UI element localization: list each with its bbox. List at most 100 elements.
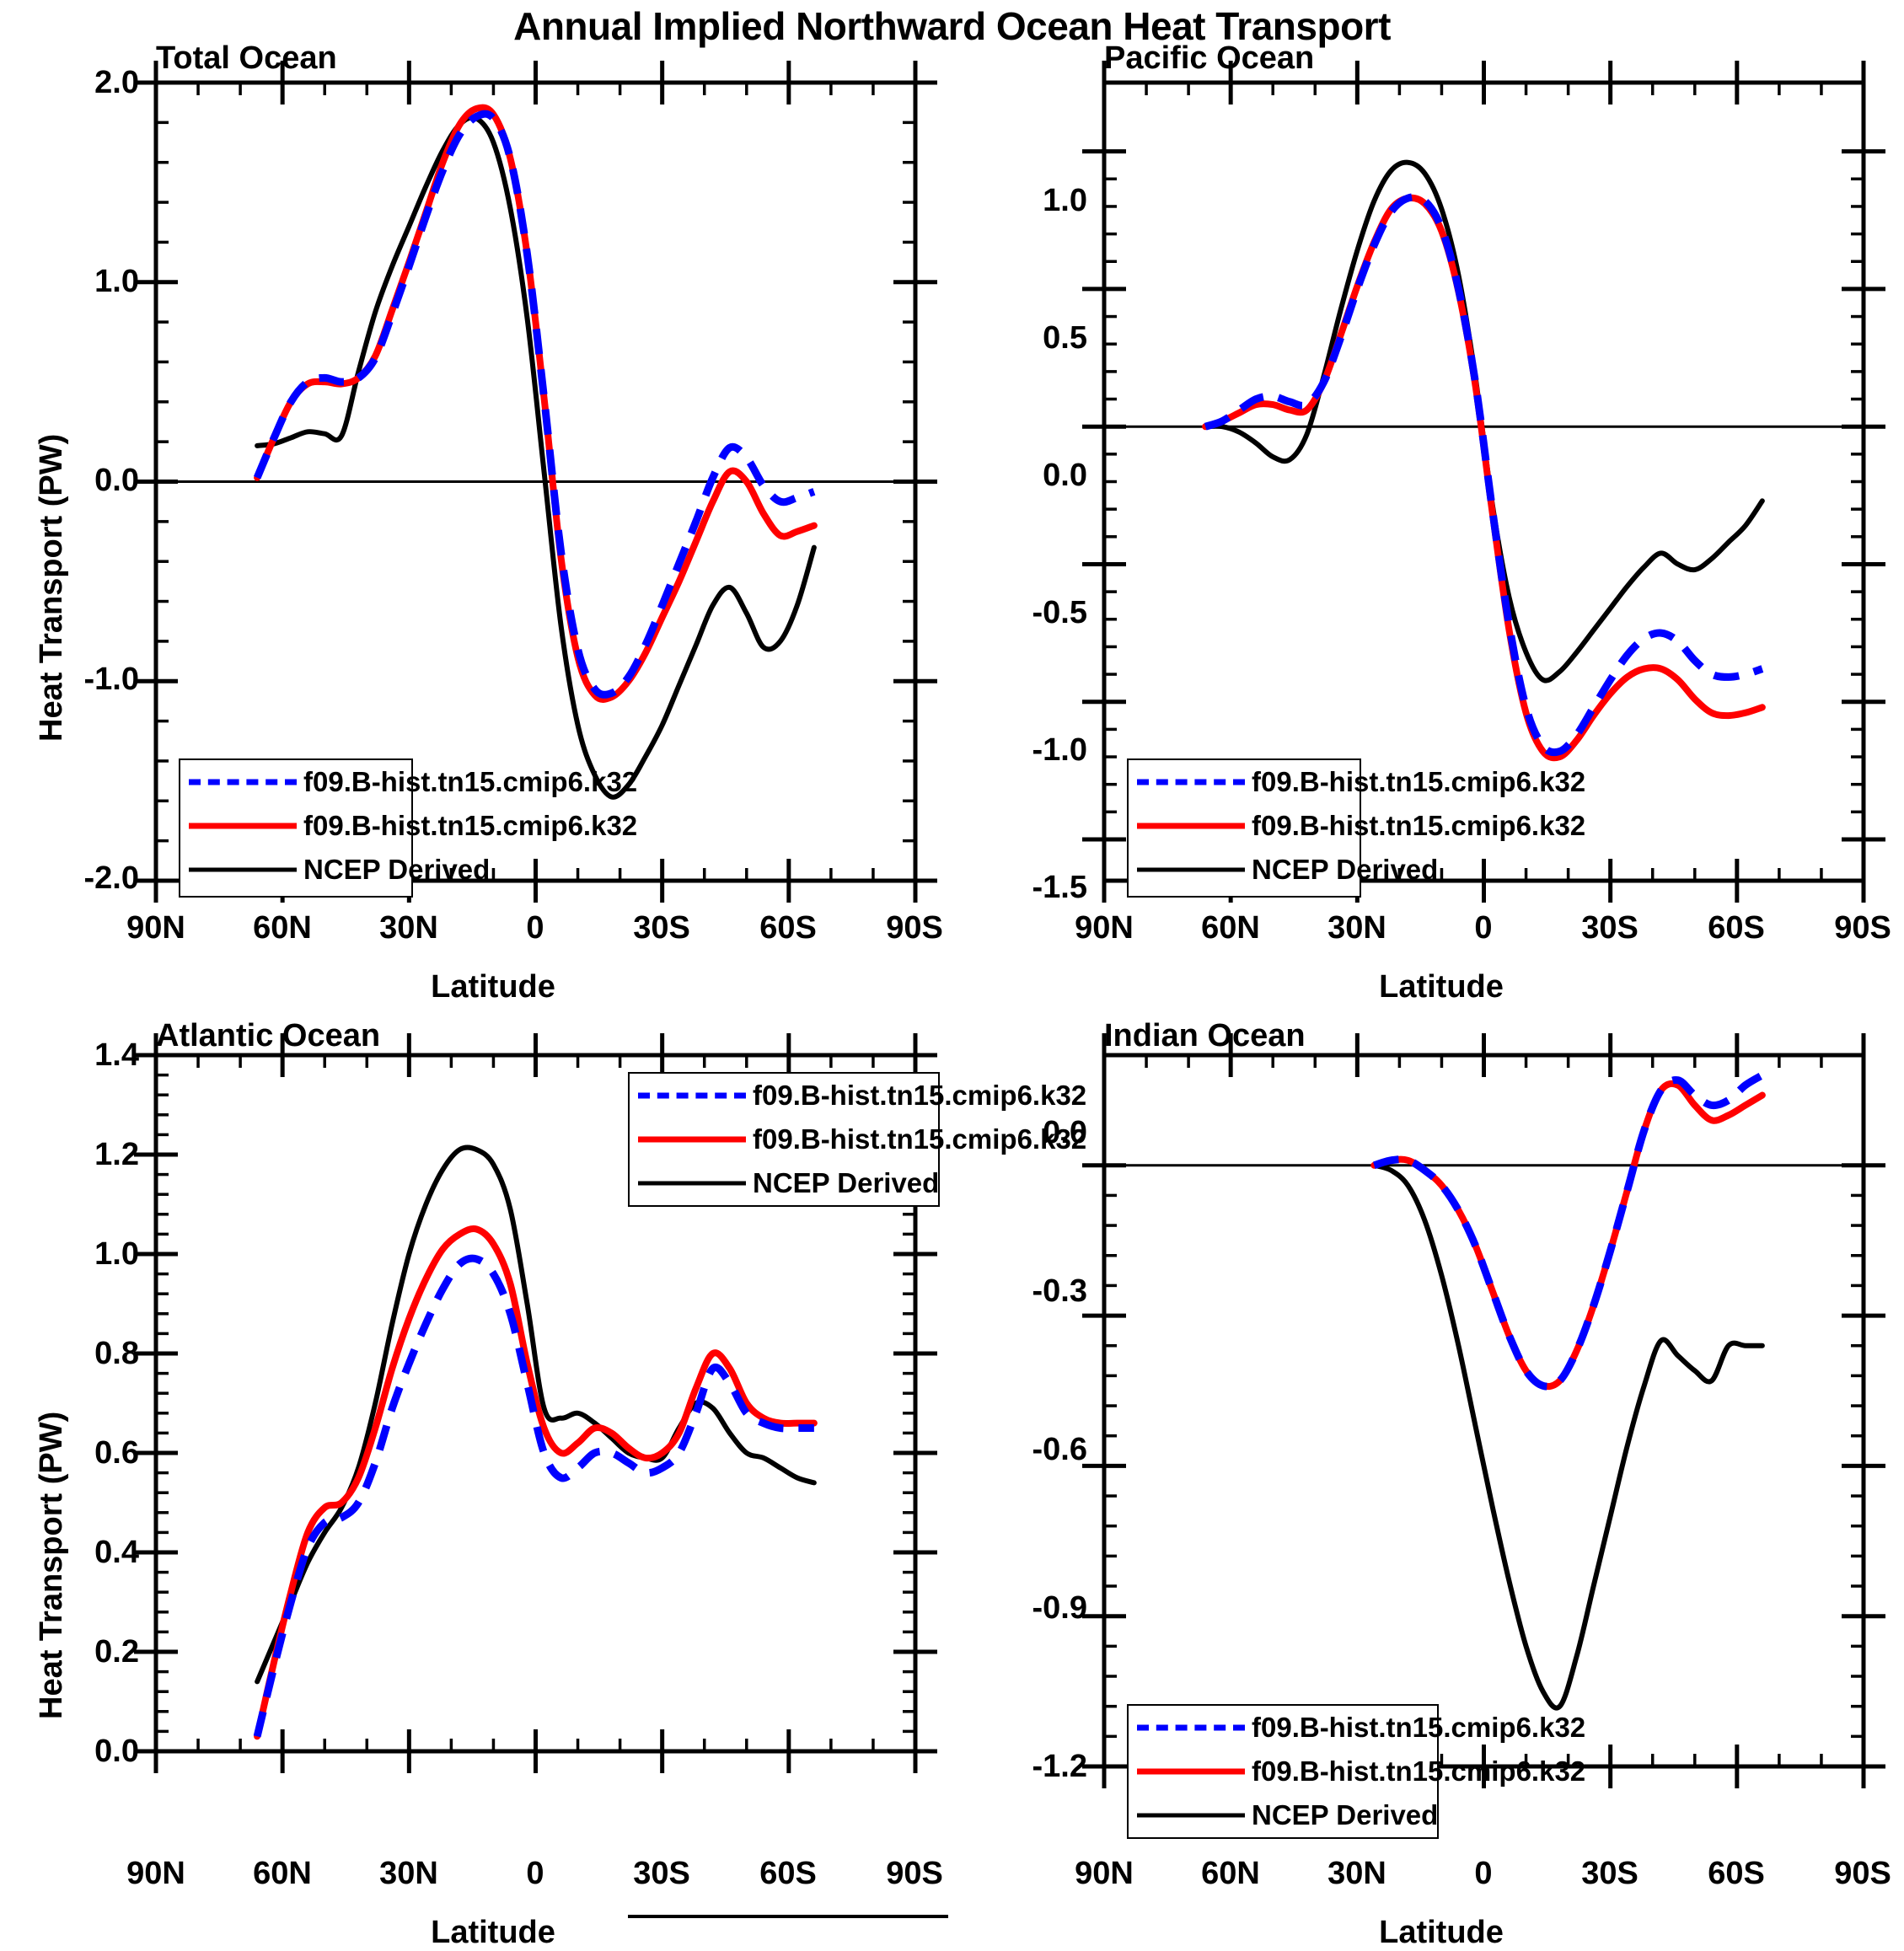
legend-label-series3: NCEP Derived — [303, 854, 491, 885]
ytick-total-0: 2.0 — [94, 65, 139, 100]
xtick-atlantic-0: 90N — [126, 1856, 185, 1891]
x-axis-label-pacific: Latitude — [1379, 969, 1504, 1005]
ytick-pacific-0: 1.0 — [1043, 183, 1087, 218]
plot-area-pacific — [1082, 61, 1885, 903]
ytick-pacific-3: -0.5 — [1032, 595, 1087, 630]
ytick-indian-2: -0.6 — [1032, 1432, 1087, 1467]
legend-label-series3: NCEP Derived — [1252, 1799, 1439, 1830]
series-line-1 — [253, 110, 816, 699]
legend-swatch-black-solid-icon — [189, 861, 297, 878]
legend-swatch-black-solid-icon — [1137, 1807, 1245, 1824]
xtick-total-0: 90N — [126, 910, 185, 946]
xtick-indian-3: 0 — [1474, 1856, 1493, 1891]
figure-title: Annual Implied Northward Ocean Heat Tran… — [513, 4, 1391, 48]
panel-title-pacific: Pacific Ocean — [1104, 40, 1315, 76]
legend-label-series2: f09.B-hist.tn15.cmip6.k32 — [303, 810, 638, 841]
ytick-atlantic-4: 0.6 — [94, 1435, 139, 1471]
legend-row-series1: f09.B-hist.tn15.cmip6.k32 — [630, 1074, 1086, 1118]
xtick-atlantic-1: 60N — [253, 1856, 312, 1891]
legend-label-series1: f09.B-hist.tn15.cmip6.k32 — [303, 766, 638, 797]
legend-swatch-red-solid-icon — [1137, 1763, 1245, 1780]
xtick-pacific-4: 30S — [1581, 910, 1639, 946]
legend-row-series2: f09.B-hist.tn15.cmip6.k32 — [630, 1118, 1086, 1161]
series-line-3 — [1371, 1162, 1765, 1711]
series-line-3 — [255, 1144, 817, 1685]
series-line-2 — [254, 1225, 818, 1740]
legend-swatch-red-solid-icon — [189, 817, 297, 834]
ytick-indian-0: 0.0 — [1043, 1115, 1087, 1150]
legend-swatch-blue-dashed-icon — [189, 774, 297, 791]
legend-row-series1: f09.B-hist.tn15.cmip6.k32 — [1129, 1706, 1585, 1750]
ytick-total-3: -1.0 — [83, 662, 139, 697]
legend-total: f09.B-hist.tn15.cmip6.k32 f09.B-hist.tn1… — [179, 758, 637, 898]
ytick-atlantic-2: 1.0 — [94, 1236, 139, 1272]
legend-label-series1: f09.B-hist.tn15.cmip6.k32 — [753, 1080, 1087, 1111]
ytick-indian-1: -0.3 — [1032, 1273, 1087, 1309]
legend-swatch-blue-dashed-icon — [638, 1087, 746, 1104]
panel-total-ocean: Total Ocean Heat Transport (PW) Latitude… — [0, 0, 952, 1005]
ytick-atlantic-6: 0.2 — [94, 1634, 139, 1670]
ytick-atlantic-3: 0.8 — [94, 1336, 139, 1371]
legend-label-series2: f09.B-hist.tn15.cmip6.k32 — [1252, 1755, 1586, 1787]
xtick-pacific-5: 60S — [1708, 910, 1765, 946]
legend-label-series1: f09.B-hist.tn15.cmip6.k32 — [1252, 1712, 1586, 1743]
plot-area-indian — [1082, 1033, 1885, 1788]
xtick-total-4: 30S — [633, 910, 690, 946]
x-axis-label-total: Latitude — [431, 969, 555, 1005]
xtick-pacific-3: 0 — [1474, 910, 1493, 946]
legend-label-series1: f09.B-hist.tn15.cmip6.k32 — [1252, 766, 1586, 797]
ytick-total-2: 0.0 — [94, 463, 139, 498]
xtick-total-3: 0 — [526, 910, 544, 946]
legend-row-series3: NCEP Derived — [1129, 848, 1438, 892]
xtick-atlantic-6: 90S — [886, 1856, 943, 1891]
legend-label-series3: NCEP Derived — [753, 1167, 940, 1198]
xtick-total-5: 60S — [759, 910, 817, 946]
ytick-total-1: 1.0 — [94, 264, 139, 299]
ytick-total-4: -2.0 — [83, 860, 139, 896]
legend-atlantic-overlay: f09.B-hist.tn15.cmip6.k32 f09.B-hist.tn1… — [628, 1072, 1086, 1207]
legend-row-series3: NCEP Derived — [630, 1161, 940, 1205]
xtick-atlantic-5: 60S — [759, 1856, 817, 1891]
xtick-indian-1: 60N — [1201, 1856, 1260, 1891]
ytick-pacific-5: -1.5 — [1032, 870, 1087, 905]
panel-title-total: Total Ocean — [156, 40, 337, 76]
xtick-total-1: 60N — [253, 910, 312, 946]
legend-atlantic — [628, 1915, 948, 1918]
legend-label-series2: f09.B-hist.tn15.cmip6.k32 — [753, 1123, 1087, 1155]
legend-pacific: f09.B-hist.tn15.cmip6.k32 f09.B-hist.tn1… — [1127, 758, 1585, 898]
legend-label-series2: f09.B-hist.tn15.cmip6.k32 — [1252, 810, 1586, 841]
series-line-1 — [1372, 1071, 1765, 1391]
xtick-pacific-6: 90S — [1834, 910, 1891, 946]
legend-row-series2: f09.B-hist.tn15.cmip6.k32 — [1129, 1750, 1585, 1793]
xtick-indian-4: 30S — [1581, 1856, 1639, 1891]
legend-swatch-blue-dashed-icon — [1137, 774, 1245, 791]
plot-area-total — [134, 61, 937, 903]
series-line-1 — [253, 1254, 814, 1738]
panel-indian-ocean: Indian Ocean Latitude 0.0 -0.3 -0.6 -0.9… — [952, 978, 1904, 1950]
xtick-atlantic-2: 30N — [379, 1856, 438, 1891]
xtick-indian-0: 90N — [1075, 1856, 1134, 1891]
ytick-atlantic-5: 0.4 — [94, 1535, 139, 1570]
xtick-pacific-0: 90N — [1075, 910, 1134, 946]
series-line-2 — [1202, 194, 1766, 762]
legend-swatch-black-solid-icon — [638, 1175, 746, 1192]
legend-row-series1: f09.B-hist.tn15.cmip6.k32 — [180, 760, 637, 804]
xtick-indian-5: 60S — [1708, 1856, 1765, 1891]
xtick-atlantic-3: 0 — [526, 1856, 544, 1891]
x-axis-label-atlantic: Latitude — [431, 1915, 555, 1950]
ytick-atlantic-7: 0.0 — [94, 1734, 139, 1769]
xtick-indian-6: 90S — [1834, 1856, 1891, 1891]
legend-row-series3: NCEP Derived — [180, 848, 490, 892]
panel-pacific-ocean: Pacific Ocean Latitude 1.0 0.5 0.0 -0.5 … — [952, 0, 1904, 1005]
xtick-indian-2: 30N — [1327, 1856, 1386, 1891]
xtick-total-6: 90S — [886, 910, 943, 946]
series-line-2 — [254, 104, 818, 703]
panel-title-indian: Indian Ocean — [1104, 1018, 1306, 1053]
x-axis-label-indian: Latitude — [1379, 1915, 1504, 1950]
legend-row-series1: f09.B-hist.tn15.cmip6.k32 — [1129, 760, 1585, 804]
legend-swatch-red-solid-icon — [1137, 817, 1245, 834]
legend-row-series3: NCEP Derived — [1129, 1793, 1439, 1837]
ytick-pacific-1: 0.5 — [1043, 320, 1087, 356]
ytick-atlantic-0: 1.4 — [94, 1037, 139, 1073]
